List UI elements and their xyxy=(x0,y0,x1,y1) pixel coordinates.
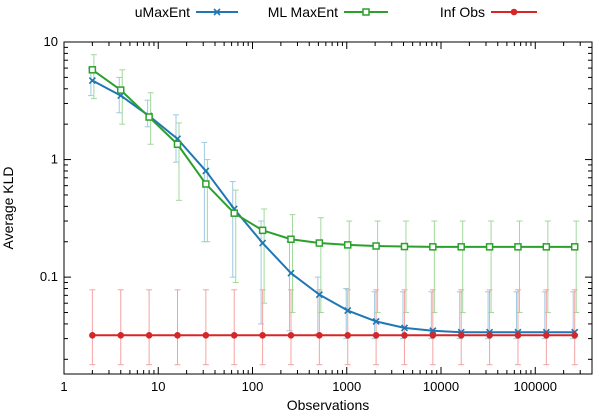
x-tick-label: 1 xyxy=(60,379,67,394)
data-point xyxy=(457,243,465,251)
data-point xyxy=(287,235,295,244)
series-lines xyxy=(91,68,575,337)
data-point xyxy=(202,180,210,188)
data-point xyxy=(202,167,210,175)
data-point xyxy=(230,209,238,217)
data-point xyxy=(174,332,181,339)
legend-label: Inf Obs xyxy=(440,4,485,20)
legend-marker xyxy=(213,8,221,16)
data-point xyxy=(372,242,380,250)
series-line xyxy=(91,68,575,248)
data-point xyxy=(571,332,579,339)
data-point xyxy=(116,86,125,94)
data-point xyxy=(372,332,380,339)
data-point xyxy=(145,332,153,339)
x-tick-label: 1000 xyxy=(332,379,361,394)
data-point xyxy=(88,66,97,74)
series-markers xyxy=(88,66,579,339)
data-point xyxy=(343,241,352,249)
data-point xyxy=(457,332,465,339)
data-point xyxy=(514,332,522,339)
x-tick-label: 100000 xyxy=(514,379,557,394)
data-point xyxy=(344,306,352,315)
data-point xyxy=(287,269,295,277)
series-line xyxy=(91,79,575,334)
data-point xyxy=(202,332,210,339)
data-point xyxy=(230,332,238,339)
x-tick-label: 100 xyxy=(242,379,264,394)
data-point xyxy=(89,332,96,339)
data-point xyxy=(145,113,153,121)
data-point xyxy=(315,291,323,299)
data-point xyxy=(316,332,323,339)
data-point xyxy=(401,332,408,339)
data-point xyxy=(400,324,409,332)
x-tick-label: 10 xyxy=(151,379,165,394)
data-point xyxy=(372,317,380,325)
data-point xyxy=(542,243,551,251)
data-point xyxy=(570,243,579,251)
y-tick-label: 0.1 xyxy=(40,269,58,284)
data-point xyxy=(259,239,267,247)
data-point xyxy=(543,332,550,339)
data-point xyxy=(429,332,437,339)
data-point xyxy=(173,140,182,148)
legend-marker xyxy=(510,8,518,16)
data-point xyxy=(514,243,522,251)
legend-label: ML MaxEnt xyxy=(268,4,338,20)
data-point xyxy=(258,226,267,235)
legend-label: uMaxEnt xyxy=(135,4,190,20)
y-tick-label: 1 xyxy=(51,152,58,167)
data-point xyxy=(486,332,493,339)
x-axis-label: Observations xyxy=(287,397,369,413)
legend: uMaxEnt ML MaxEnt Inf Obs xyxy=(135,4,537,20)
x-tick-label: 10000 xyxy=(423,379,459,394)
data-point xyxy=(287,332,295,339)
data-point xyxy=(315,239,324,247)
y-axis-label: Average KLD xyxy=(0,166,16,249)
data-point xyxy=(400,242,409,251)
y-tick-label: 10 xyxy=(44,34,58,49)
plot-frame xyxy=(63,41,593,375)
error-bars xyxy=(87,54,580,366)
data-point xyxy=(344,332,352,339)
data-point xyxy=(485,243,494,251)
data-point xyxy=(259,332,266,339)
legend-marker xyxy=(362,8,370,16)
data-point xyxy=(88,76,96,85)
data-point xyxy=(429,243,437,251)
data-point xyxy=(117,332,125,339)
axes: 1 10 100 1000 10000 100000 0.1 1 10 xyxy=(40,34,593,394)
